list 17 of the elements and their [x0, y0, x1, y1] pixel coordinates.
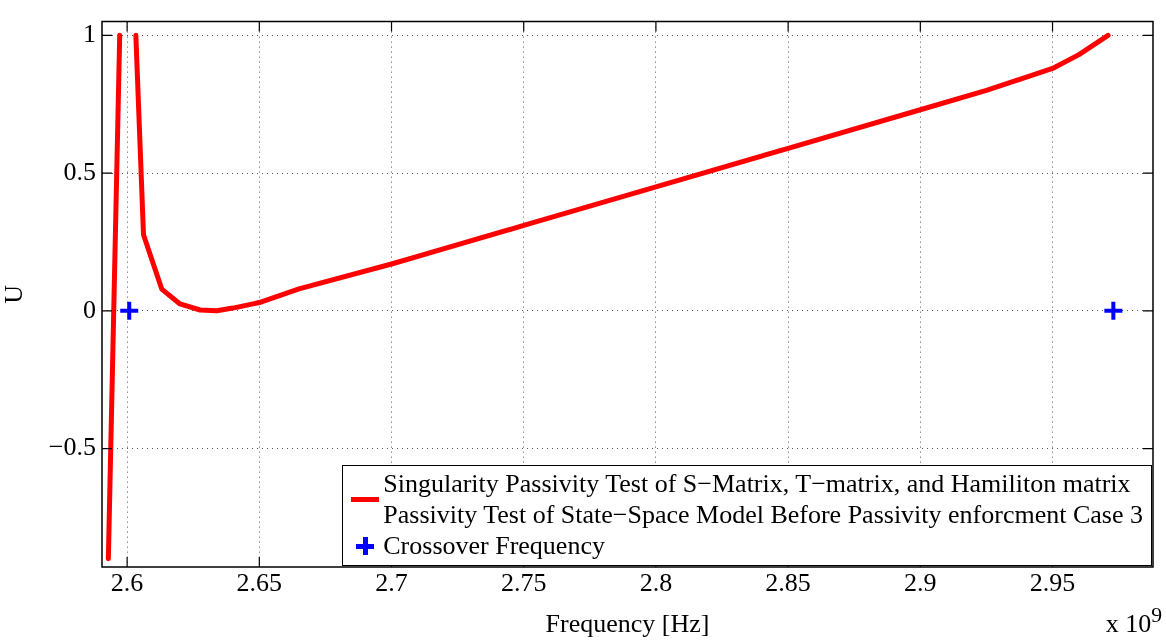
- y-axis-title: U: [0, 284, 29, 304]
- x-tick-label: 2.6: [110, 568, 144, 598]
- y-tick-label: 0.5: [63, 156, 96, 186]
- x-tick-label: 2.7: [375, 568, 408, 598]
- x-tick-label: 2.9: [904, 568, 937, 598]
- x-tick-label: 2.8: [639, 568, 673, 598]
- x-tick-label: 2.95: [1029, 568, 1076, 598]
- x-tick-label: 2.85: [765, 568, 811, 598]
- legend-label: Crossover Frequency: [383, 530, 605, 561]
- x-tick-label: 2.65: [236, 568, 283, 598]
- x-axis-title: Frequency [Hz]: [545, 609, 710, 639]
- y-tick-label: 1: [83, 19, 96, 49]
- y-tick-label: 0: [83, 294, 96, 324]
- y-tick-label: −0.5: [48, 432, 96, 462]
- x-tick-label: 2.75: [500, 568, 547, 598]
- text: x 10$^{9}$: [1105, 603, 1162, 639]
- legend-label: Singularity Passivity Test of S−Matrix, T−matrix, and Hamiliton matrix Passivity Test of State−Space Model Before Passivity enforcment Case 3: [383, 468, 1143, 530]
